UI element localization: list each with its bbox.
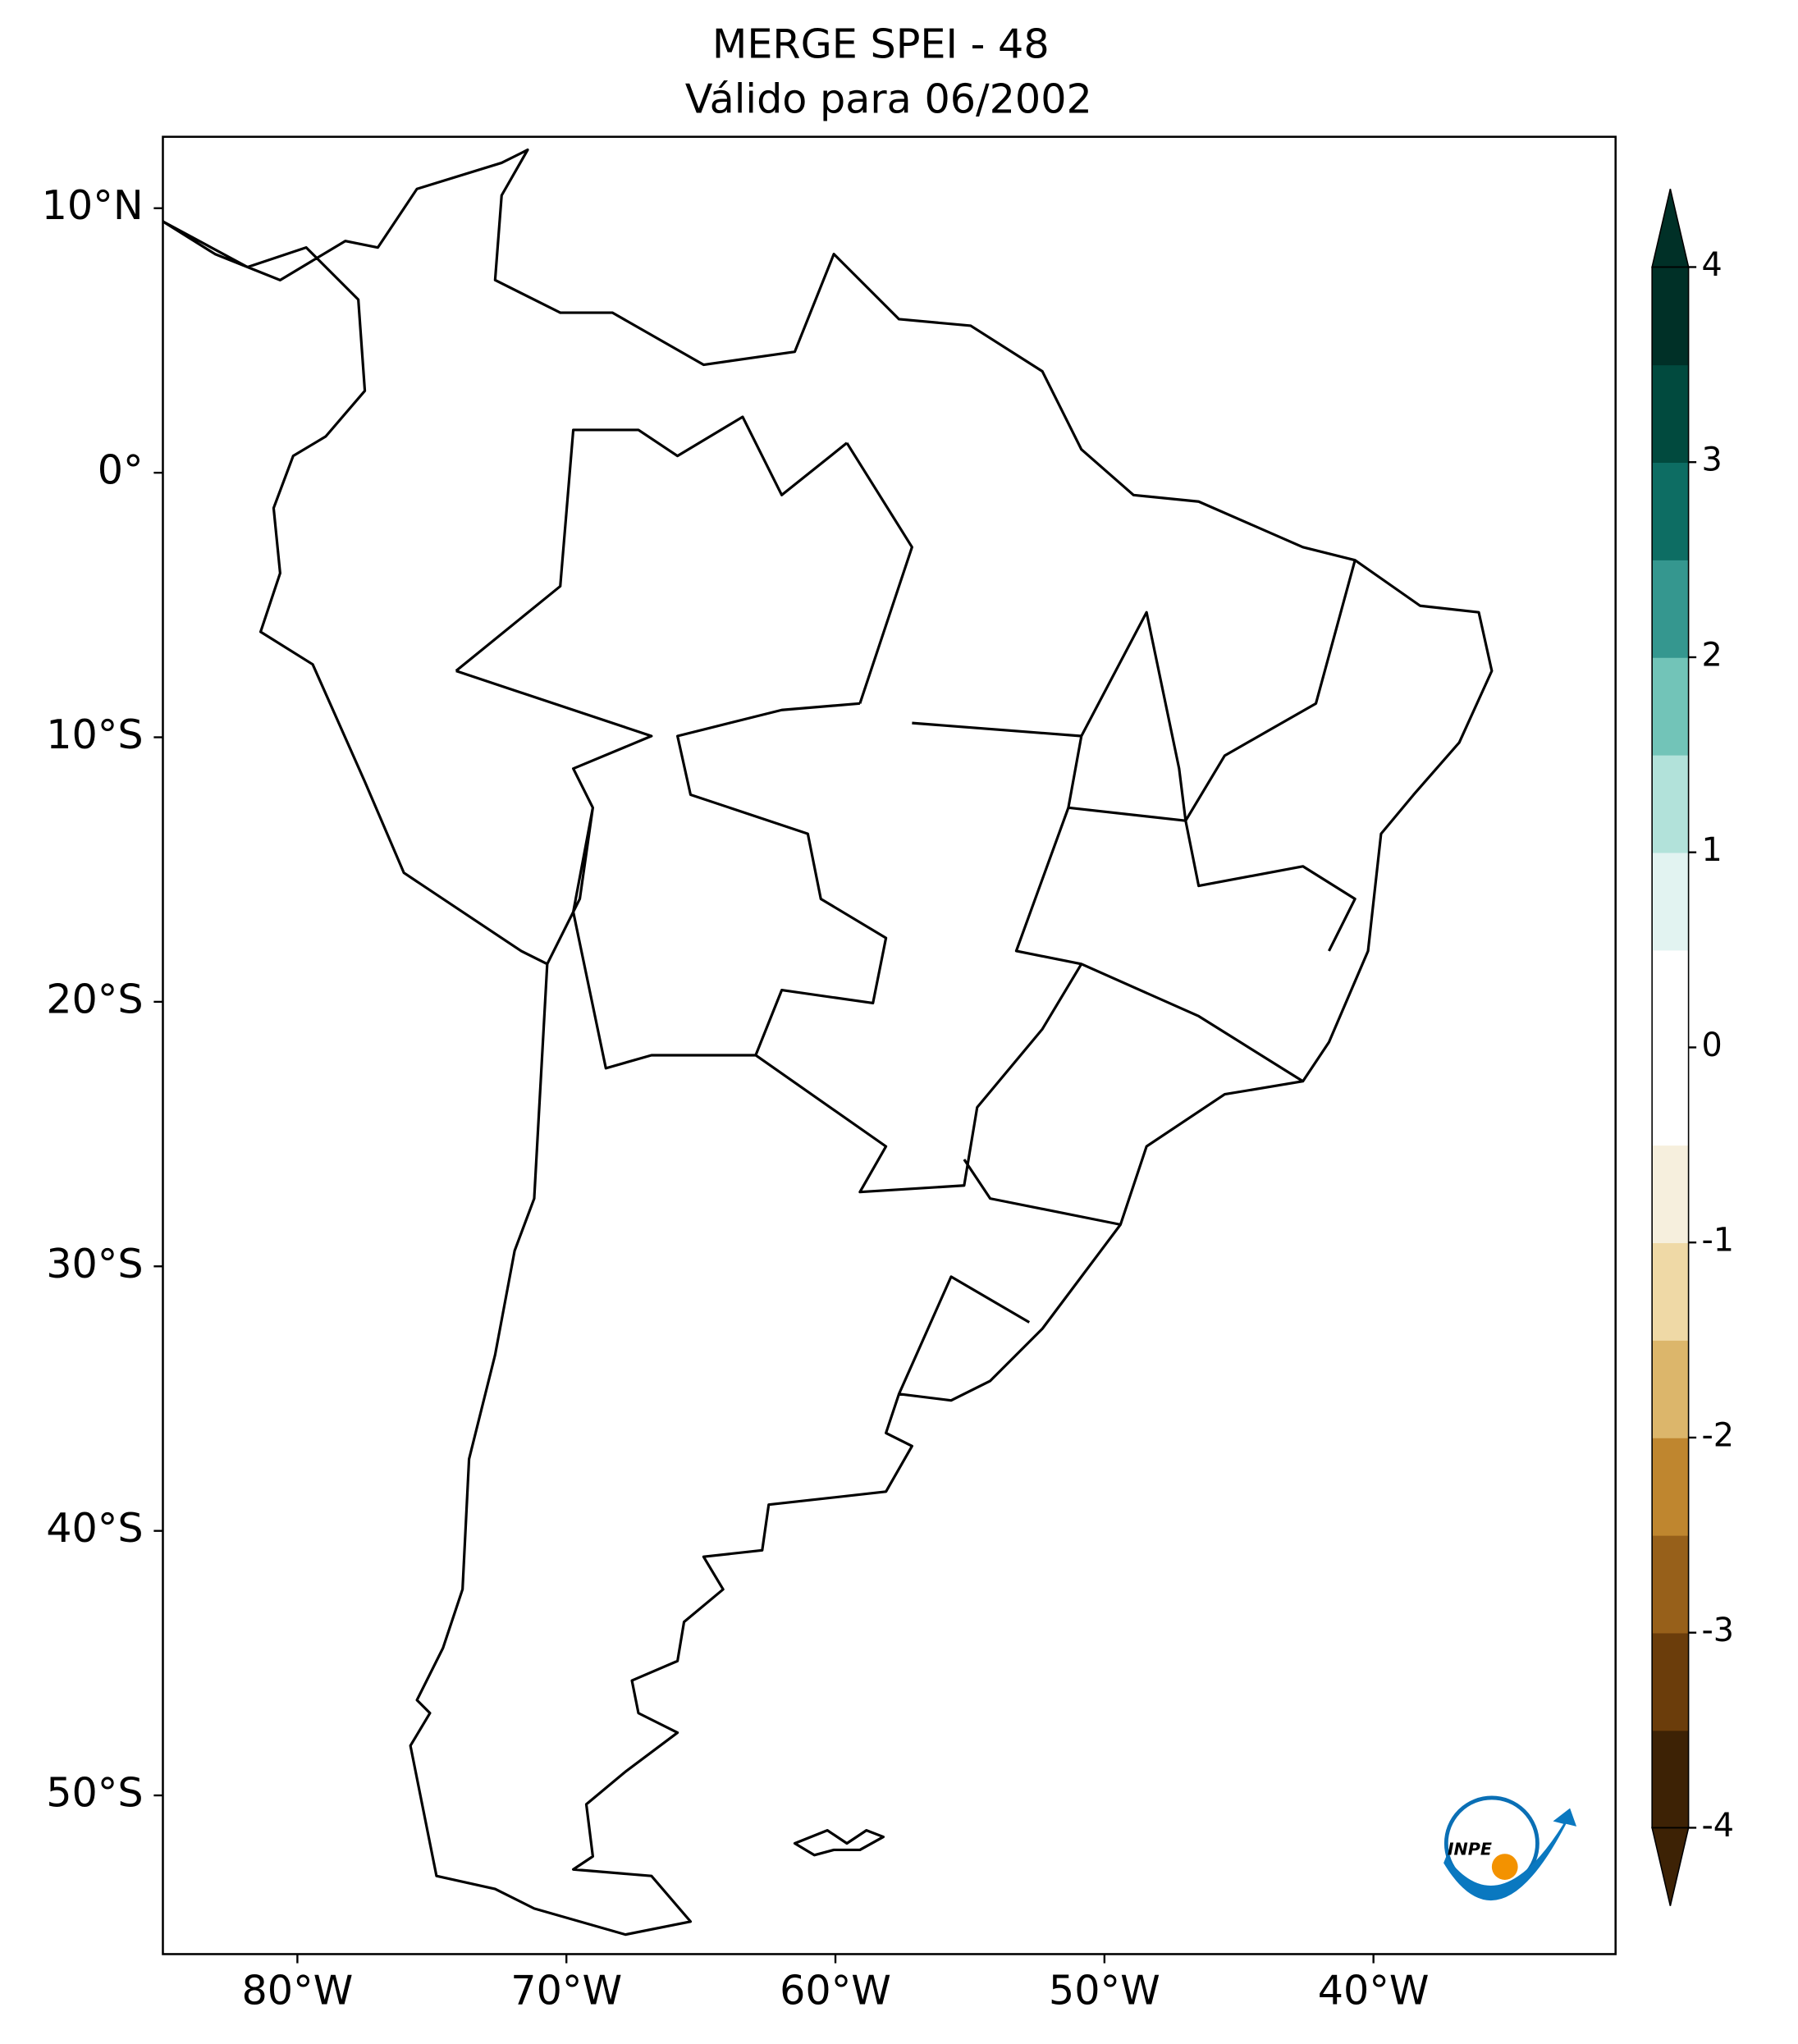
logo-arrow <box>1443 1808 1577 1901</box>
y-tick-label: 30°S <box>46 1240 143 1287</box>
coastline <box>162 148 1494 1937</box>
colorbar-band <box>1652 1242 1689 1341</box>
colorbar-band <box>1652 462 1689 560</box>
colorbar-band <box>1652 267 1689 366</box>
colorbar-tick-label: 3 <box>1701 441 1722 479</box>
y-tick-label: 0° <box>98 446 144 494</box>
x-tick-label: 60°W <box>780 1967 891 2014</box>
logo-dot <box>1491 1854 1518 1880</box>
colorbar-band <box>1652 656 1689 756</box>
colorbar-band <box>1652 364 1689 464</box>
colorbar-band <box>1652 1632 1689 1731</box>
colorbar-extend-high <box>1651 189 1690 268</box>
colorbar-band <box>1652 1145 1689 1244</box>
colorbar-band <box>1652 1730 1689 1829</box>
colorbar-tick-label: -4 <box>1701 1807 1734 1845</box>
map-frame <box>162 135 1617 1955</box>
colorbar-band <box>1652 852 1689 951</box>
colorbar-tick-label: -2 <box>1701 1416 1734 1454</box>
x-tick-label: 40°W <box>1318 1967 1430 2014</box>
y-tick-label: 20°S <box>46 975 143 1022</box>
falkland-islands <box>793 1829 885 1857</box>
colorbar-band <box>1652 754 1689 853</box>
colorbar-tick-label: 0 <box>1701 1027 1722 1064</box>
colorbar-tick-label: 2 <box>1701 636 1722 674</box>
y-tick-label: 40°S <box>46 1504 143 1552</box>
map-title: MERGE SPEI - 48 <box>712 21 1050 68</box>
colorbar-tick-label: -3 <box>1701 1612 1734 1649</box>
logo-text: INPE <box>1448 1839 1492 1859</box>
colorbar-tick-label: 4 <box>1701 246 1722 284</box>
x-tick-label: 80°W <box>241 1967 353 2014</box>
logo: INPE <box>1443 1795 1577 1901</box>
y-tick-label: 10°S <box>46 711 143 758</box>
colorbar-band <box>1652 1534 1689 1634</box>
colorbar-band <box>1652 1047 1689 1146</box>
y-tick-label: 50°S <box>46 1769 143 1817</box>
x-tick-label: 70°W <box>510 1967 622 2014</box>
colorbar-tick-label: -1 <box>1701 1222 1734 1260</box>
map-subtitle: Válido para 06/2002 <box>685 75 1092 122</box>
colorbar-band <box>1652 1437 1689 1536</box>
colorbar-band <box>1652 560 1689 658</box>
colorbar-band <box>1652 949 1689 1049</box>
colorbar-extend-low <box>1651 1827 1690 1906</box>
y-tick-label: 10°N <box>42 181 144 229</box>
borders <box>455 415 1357 1395</box>
x-tick-label: 50°W <box>1049 1967 1160 2014</box>
colorbar-tick-label: 1 <box>1701 831 1722 869</box>
colorbar-band <box>1652 1340 1689 1438</box>
